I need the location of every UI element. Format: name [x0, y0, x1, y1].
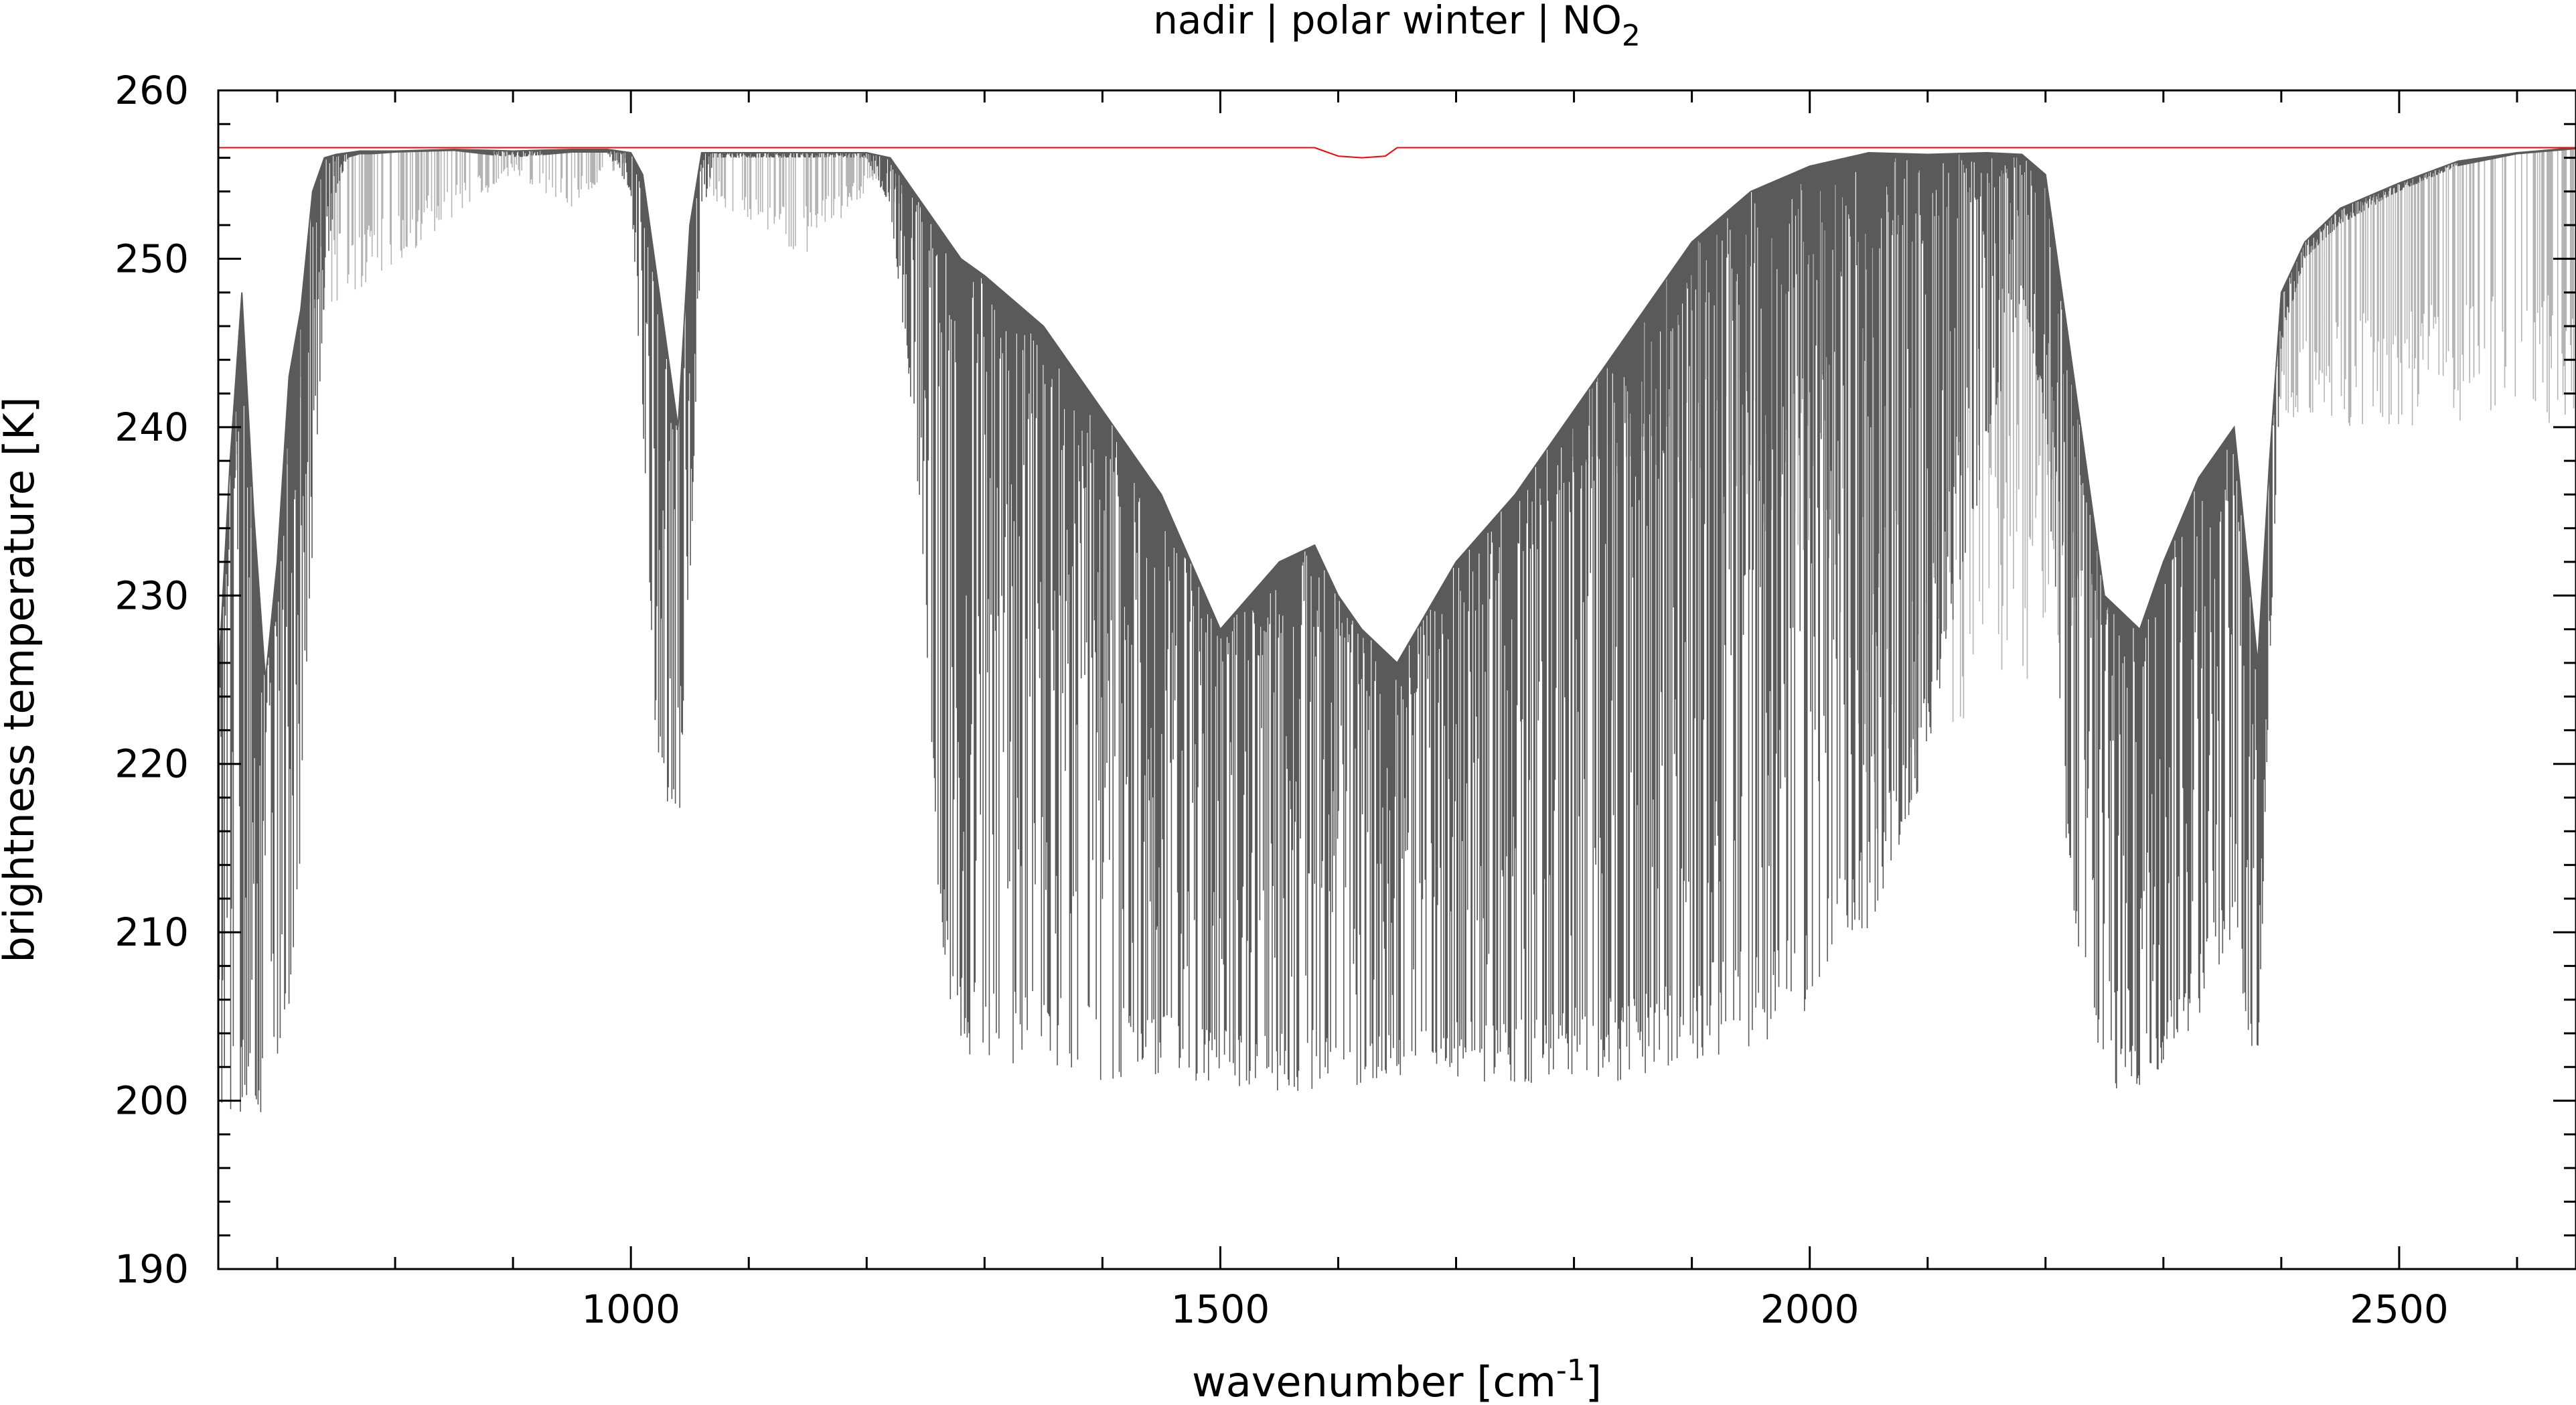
- y-tick-label: 250: [115, 236, 189, 281]
- x-tick-label: 2000: [1760, 1286, 1860, 1332]
- reference-layer: [218, 147, 2576, 159]
- y-axis-title: brightness temperature [K]: [0, 396, 44, 962]
- y-tick-label: 210: [115, 909, 189, 955]
- x-tick-label: 2500: [2350, 1286, 2449, 1332]
- y-tick-label: 190: [115, 1246, 189, 1292]
- spectrum-envelope: [218, 147, 2576, 680]
- x-axis-title-main: wavenumber [cm: [1192, 1357, 1556, 1405]
- y-tick-label: 230: [115, 573, 189, 618]
- chart-title: nadir | polar winter | NO2: [1153, 0, 1641, 53]
- x-tick-label: 1500: [1171, 1286, 1270, 1332]
- y-tick-label: 260: [115, 68, 189, 113]
- spectrum-layer: [218, 147, 2576, 1112]
- chart-title-main: nadir | polar winter | NO: [1153, 0, 1622, 43]
- y-tick-label: 240: [115, 404, 189, 450]
- spectrum-dark-lines: [218, 147, 2576, 1112]
- y-tick-label: 200: [115, 1078, 189, 1124]
- x-axis-title: wavenumber [cm-1]: [1192, 1353, 1602, 1405]
- chart-title-subscript: 2: [1622, 19, 1641, 53]
- plot-frame: [217, 89, 2576, 1270]
- x-tick-label: 1000: [581, 1286, 680, 1332]
- x-axis-title-close: ]: [1586, 1357, 1602, 1405]
- x-axis-title-superscript: -1: [1556, 1353, 1586, 1388]
- y-tick-label: 220: [115, 741, 189, 787]
- reference-line: [218, 147, 2576, 159]
- tick-layer: 1000 1500 2000 2500 190 200 210 220 230 240 250 260: [115, 68, 2576, 1332]
